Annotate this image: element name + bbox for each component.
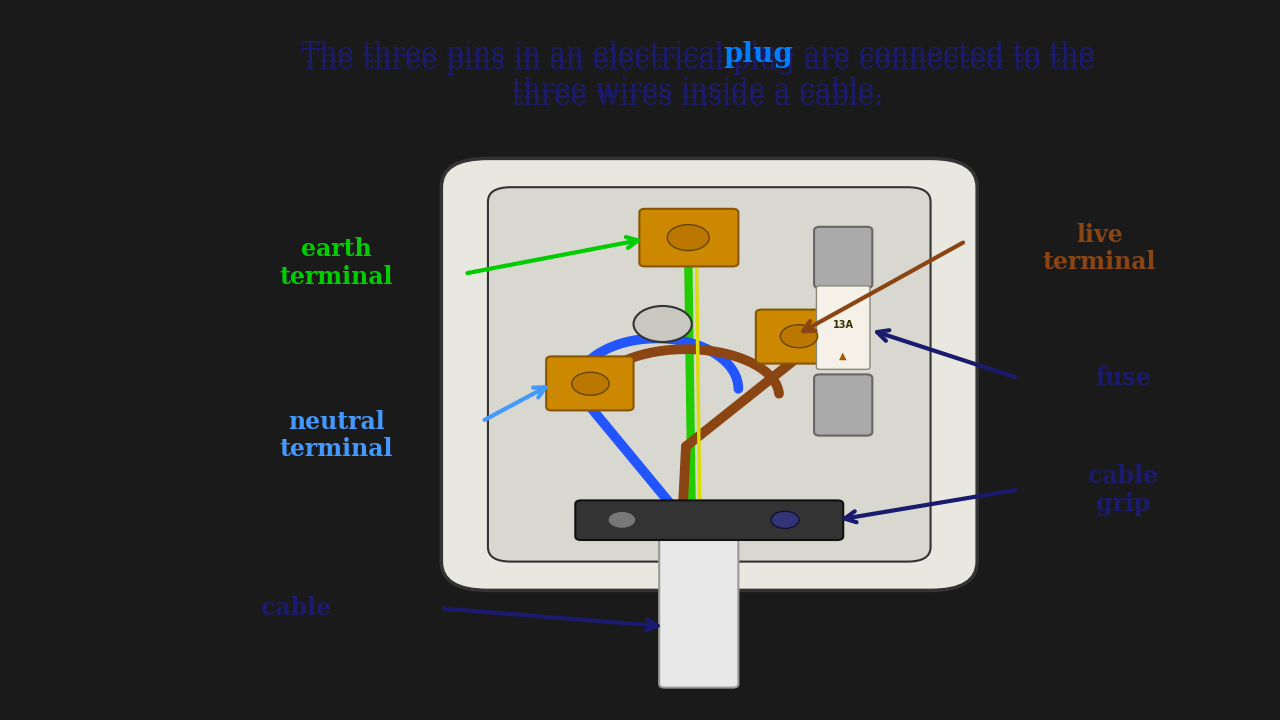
Circle shape [667, 225, 709, 251]
FancyBboxPatch shape [575, 500, 844, 540]
FancyBboxPatch shape [814, 227, 873, 288]
Text: The three pins in an electrical plug are connected to the: The three pins in an electrical plug are… [301, 48, 1094, 75]
FancyBboxPatch shape [442, 158, 977, 590]
Text: The three pins in an electrical plug are connected to the: The three pins in an electrical plug are… [301, 40, 1094, 68]
Text: cable: cable [261, 596, 330, 621]
Text: fuse: fuse [1094, 366, 1151, 390]
Text: three wires inside a cable.: three wires inside a cable. [512, 76, 883, 104]
Circle shape [771, 511, 799, 528]
Circle shape [781, 325, 818, 348]
FancyBboxPatch shape [659, 526, 739, 688]
Text: cable
grip: cable grip [1088, 464, 1158, 516]
Text: live
terminal: live terminal [1043, 222, 1156, 274]
Text: ▲: ▲ [840, 351, 847, 361]
Text: neutral
terminal: neutral terminal [280, 410, 393, 462]
Circle shape [634, 306, 691, 342]
FancyBboxPatch shape [814, 374, 873, 436]
Text: three wires inside a cable.: three wires inside a cable. [512, 84, 883, 111]
FancyBboxPatch shape [755, 310, 844, 364]
FancyBboxPatch shape [547, 356, 634, 410]
Text: plug: plug [723, 40, 794, 68]
FancyBboxPatch shape [488, 187, 931, 562]
Text: 13A: 13A [833, 320, 854, 330]
Text: earth
terminal: earth terminal [280, 237, 393, 289]
Text: The three pins in an electrical plug are connected to the: The three pins in an electrical plug are… [301, 40, 1094, 68]
FancyBboxPatch shape [639, 209, 739, 266]
Circle shape [572, 372, 609, 395]
Circle shape [608, 511, 636, 528]
FancyBboxPatch shape [817, 286, 870, 369]
